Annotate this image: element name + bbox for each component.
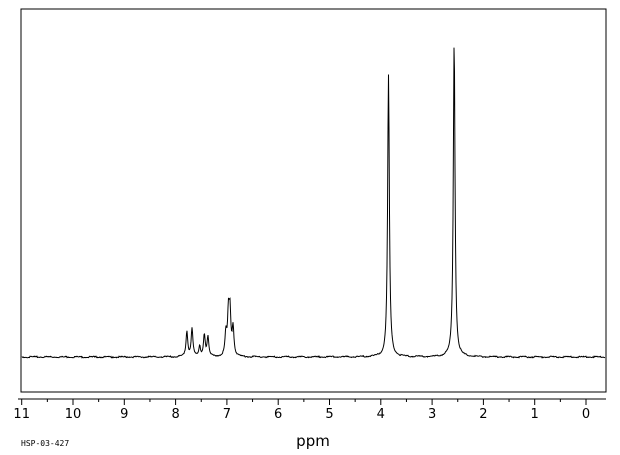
x-tick-label: 2 bbox=[479, 407, 487, 422]
x-tick-label: 3 bbox=[428, 407, 436, 422]
x-tick-label: 5 bbox=[325, 407, 333, 422]
x-tick-label: 11 bbox=[13, 407, 30, 422]
x-tick-label: 4 bbox=[377, 407, 385, 422]
plot-frame bbox=[20, 8, 607, 393]
spectrum-line bbox=[21, 47, 606, 359]
x-tick-label: 6 bbox=[274, 407, 282, 422]
x-axis-label: ppm bbox=[296, 432, 330, 450]
x-tick-label: 8 bbox=[171, 407, 179, 422]
x-tick-label: 10 bbox=[65, 407, 82, 422]
spectrum-code-label: HSP-03-427 bbox=[21, 439, 69, 448]
x-tick-label: 1 bbox=[531, 407, 539, 422]
x-tick-label: 0 bbox=[582, 407, 590, 422]
x-tick-label: 9 bbox=[120, 407, 128, 422]
x-axis-ticks: 11 10 9 8 7 6 5 4 3 2 1 0 bbox=[13, 399, 590, 422]
x-tick-label: 7 bbox=[223, 407, 231, 422]
